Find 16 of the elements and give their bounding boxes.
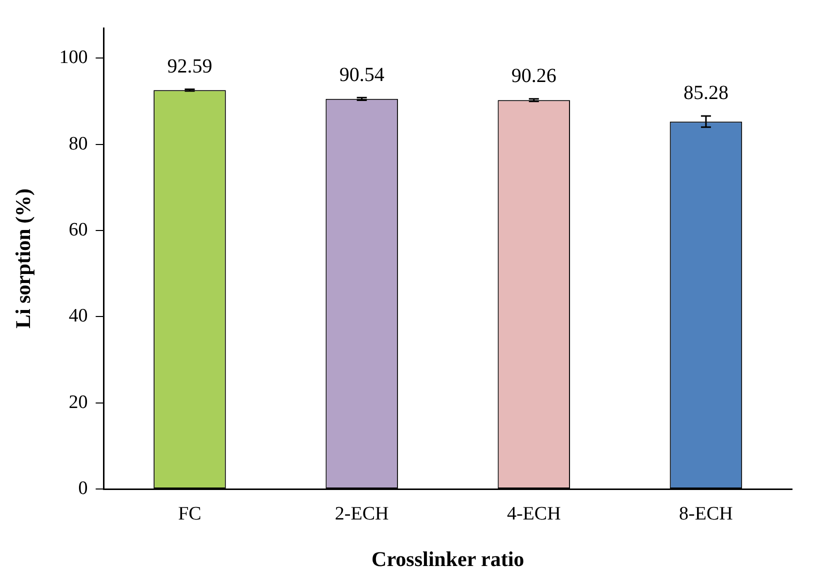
y-tick-label: 20 bbox=[68, 392, 88, 413]
y-axis-title: Li sorption (%) bbox=[11, 188, 36, 329]
y-tick-label: 60 bbox=[68, 219, 88, 240]
data-label: 85.28 bbox=[683, 82, 728, 104]
x-tick-label: 4-ECH bbox=[506, 503, 562, 524]
data-label: 90.26 bbox=[511, 65, 556, 88]
x-tick-label: FC bbox=[178, 503, 202, 524]
y-tick-label: 40 bbox=[68, 306, 88, 327]
y-tick-label: 80 bbox=[68, 133, 88, 154]
data-label: 92.59 bbox=[167, 55, 212, 78]
y-tick-label: 0 bbox=[78, 478, 88, 499]
data-label: 90.54 bbox=[339, 64, 384, 86]
x-tick-label: 8-ECH bbox=[679, 503, 734, 524]
x-tick-label: 2-ECH bbox=[334, 503, 390, 524]
x-axis-title: Crosslinker ratio bbox=[372, 546, 524, 571]
y-tick-label: 100 bbox=[59, 47, 88, 68]
